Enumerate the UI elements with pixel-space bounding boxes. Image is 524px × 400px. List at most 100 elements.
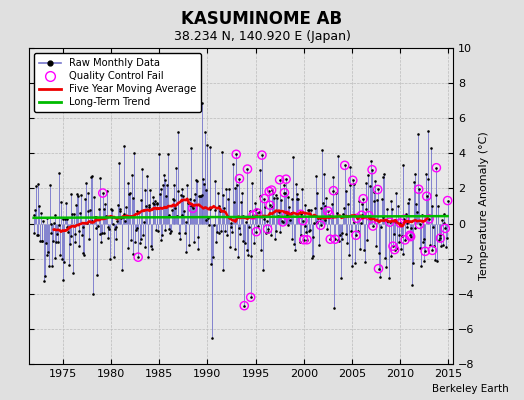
Point: [203, 141, 212, 148]
Point: [151, 198, 159, 205]
Point: [234, 224, 243, 231]
Point: [326, 236, 334, 242]
Point: [189, 239, 198, 245]
Point: [256, 167, 265, 174]
Point: [317, 205, 325, 211]
Point: [376, 273, 384, 280]
Point: [422, 193, 431, 200]
Point: [331, 236, 339, 242]
Point: [242, 219, 250, 225]
Point: [390, 246, 399, 253]
Point: [50, 255, 59, 261]
Point: [36, 238, 44, 244]
Point: [220, 204, 228, 211]
Point: [219, 192, 227, 198]
Point: [249, 212, 257, 218]
Point: [246, 208, 254, 215]
Point: [116, 206, 125, 212]
Point: [241, 240, 249, 247]
Point: [96, 230, 105, 237]
Point: [178, 186, 187, 192]
Point: [380, 170, 388, 177]
Point: [82, 220, 91, 226]
Point: [84, 208, 93, 214]
Point: [159, 182, 167, 188]
Point: [121, 143, 129, 150]
Point: [410, 171, 419, 178]
Legend: Raw Monthly Data, Quality Control Fail, Five Year Moving Average, Long-Term Tren: Raw Monthly Data, Quality Control Fail, …: [34, 53, 201, 112]
Point: [110, 254, 118, 260]
Point: [324, 208, 332, 214]
Point: [399, 162, 408, 168]
Point: [99, 190, 107, 196]
Point: [414, 131, 422, 138]
Point: [142, 203, 150, 209]
Point: [177, 212, 185, 218]
Point: [443, 235, 451, 241]
Point: [258, 152, 266, 158]
Point: [264, 229, 272, 235]
Point: [338, 236, 346, 242]
Point: [387, 198, 396, 204]
Point: [312, 172, 320, 179]
Point: [47, 221, 56, 228]
Point: [364, 172, 372, 178]
Point: [328, 200, 336, 207]
Point: [59, 276, 68, 283]
Point: [410, 179, 418, 185]
Point: [82, 180, 90, 186]
Point: [436, 235, 444, 241]
Point: [133, 208, 141, 214]
Point: [290, 241, 298, 248]
Point: [69, 270, 77, 276]
Point: [129, 195, 137, 201]
Point: [62, 200, 70, 206]
Point: [324, 208, 332, 214]
Point: [191, 191, 200, 198]
Point: [215, 203, 224, 210]
Point: [75, 228, 84, 234]
Point: [172, 164, 180, 171]
Point: [61, 216, 69, 222]
Point: [266, 202, 274, 208]
Point: [91, 225, 100, 232]
Text: KASUMINOME AB: KASUMINOME AB: [181, 10, 343, 28]
Point: [146, 187, 155, 193]
Point: [240, 302, 248, 309]
Point: [255, 208, 263, 215]
Point: [390, 246, 399, 253]
Point: [72, 202, 81, 209]
Point: [425, 216, 433, 222]
Point: [70, 211, 78, 217]
Point: [285, 222, 293, 228]
Point: [398, 232, 406, 239]
Point: [329, 188, 337, 194]
Point: [250, 240, 258, 246]
Point: [41, 272, 49, 279]
Point: [172, 213, 181, 219]
Point: [79, 250, 88, 256]
Point: [235, 176, 244, 182]
Point: [443, 197, 452, 204]
Point: [374, 266, 383, 272]
Point: [253, 210, 261, 216]
Point: [162, 193, 170, 199]
Point: [89, 290, 97, 297]
Point: [226, 244, 234, 250]
Point: [366, 214, 375, 220]
Point: [77, 191, 85, 198]
Point: [348, 263, 356, 270]
Point: [243, 247, 251, 253]
Point: [289, 154, 298, 160]
Point: [281, 190, 289, 196]
Point: [303, 236, 311, 243]
Text: 38.234 N, 140.920 E (Japan): 38.234 N, 140.920 E (Japan): [173, 30, 351, 43]
Point: [441, 225, 450, 232]
Point: [403, 223, 412, 230]
Point: [421, 248, 429, 254]
Point: [222, 232, 231, 238]
Point: [90, 194, 98, 200]
Point: [106, 206, 115, 212]
Point: [268, 204, 277, 210]
Point: [100, 206, 108, 213]
